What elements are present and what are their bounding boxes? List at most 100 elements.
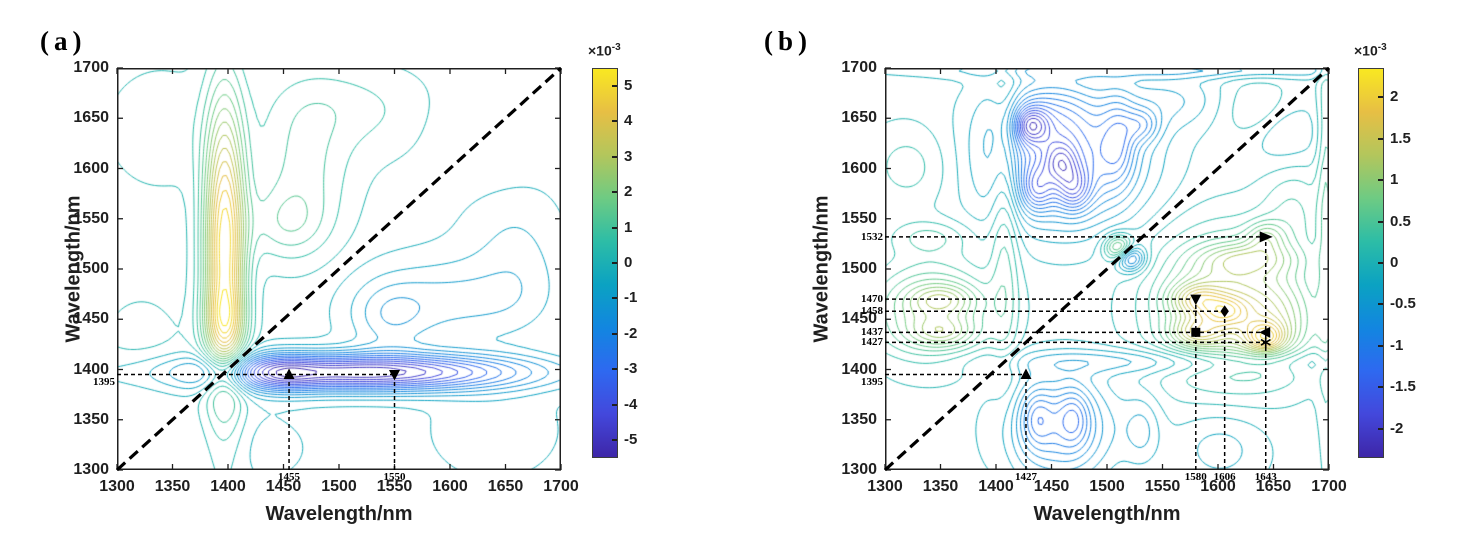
x-tick-label: 1600 — [1200, 478, 1236, 495]
panel-a-colorbar-exponent: ×10-3 — [588, 42, 621, 59]
exponent-base: ×10 — [588, 42, 612, 59]
colorbar-tick-label: 1 — [1390, 171, 1399, 189]
colorbar-tick-mark — [1378, 179, 1383, 182]
marker-triangle-down — [1190, 294, 1202, 306]
annotation-label-y: 1395 — [861, 375, 883, 388]
x-tick-label: 1700 — [543, 478, 579, 495]
annotation-label-y: 1395 — [93, 375, 115, 388]
annotation-label-y: 1532 — [861, 230, 883, 243]
colorbar-tick-label: -1.5 — [1390, 378, 1416, 396]
x-tick-label: 1450 — [265, 478, 302, 495]
exponent-power: -3 — [1377, 42, 1387, 53]
x-tick-label: 1600 — [432, 478, 468, 495]
annotation-label-x: 1550 — [383, 471, 406, 483]
annotation-label-x: 1427 — [1014, 471, 1037, 483]
colorbar-tick-mark — [612, 368, 617, 371]
colorbar-tick-label: 3 — [624, 147, 633, 165]
exponent-power: -3 — [611, 42, 621, 53]
colorbar-tick-mark — [1378, 220, 1383, 223]
panel-a-axes-annotations — [115, 66, 563, 472]
panel-b-x-axis-label: Wavelength/nm — [1033, 503, 1181, 525]
colorbar-tick-label: 5 — [624, 76, 633, 94]
colorbar-tick-label: -5 — [624, 431, 638, 449]
x-tick-label: 1550 — [376, 478, 413, 495]
marker-triangle-down — [389, 370, 400, 381]
annotation-label-y: 1427 — [861, 336, 883, 349]
x-tick-label: 1300 — [867, 478, 903, 495]
colorbar-tick-label: -1 — [1390, 336, 1404, 354]
colorbar-tick-label: 2 — [1390, 88, 1399, 106]
panel-b-colorbar-exponent: ×10-3 — [1354, 42, 1387, 59]
diagonal-line — [115, 66, 563, 472]
panel-b-label: (b) — [764, 26, 812, 56]
marker-square — [1191, 327, 1201, 337]
y-tick-label: 1600 — [73, 159, 109, 177]
colorbar-tick-mark — [612, 297, 617, 300]
colorbar-tick-mark — [612, 439, 617, 442]
annotation-label-y: 1470 — [861, 293, 883, 306]
colorbar-tick-mark — [612, 191, 617, 194]
colorbar-tick-label: -1 — [624, 289, 638, 307]
y-tick-label: 1650 — [841, 109, 877, 127]
marker-diamond — [1220, 305, 1229, 318]
annotation-label-x: 1606 — [1213, 471, 1236, 483]
y-tick-label: 1550 — [841, 209, 877, 227]
y-tick-label: 1700 — [73, 59, 109, 76]
x-tick-label: 1650 — [487, 478, 524, 495]
colorbar-tick-mark — [1378, 96, 1383, 99]
x-tick-label: 1400 — [978, 478, 1014, 495]
colorbar-tick-mark — [612, 155, 617, 158]
colorbar-tick-mark — [612, 262, 617, 264]
colorbar-tick-label: 2 — [624, 183, 633, 201]
colorbar-tick-label: 4 — [624, 112, 633, 130]
y-tick-label: 1450 — [73, 310, 109, 328]
colorbar-tick-mark — [1378, 344, 1383, 347]
x-tick-label: 1400 — [210, 478, 246, 495]
marker-asterisk — [1260, 338, 1271, 346]
x-tick-label: 1500 — [1089, 478, 1125, 495]
colorbar-tick-label: -2 — [624, 324, 638, 342]
colorbar-tick-mark — [612, 332, 617, 335]
y-tick-label: 1650 — [73, 109, 109, 127]
panel-b-axes-annotations — [883, 66, 1331, 472]
y-tick-label: 1300 — [73, 461, 109, 478]
y-tick-label: 1400 — [841, 360, 877, 378]
colorbar-tick-label: 1 — [624, 218, 633, 236]
marker-triangle-up — [1020, 368, 1032, 380]
colorbar-tick-mark — [612, 403, 617, 406]
x-tick-label: 1700 — [1311, 478, 1347, 495]
colorbar-tick-mark — [1378, 137, 1383, 140]
x-tick-label: 1550 — [1144, 478, 1181, 495]
marker-triangle-left — [1259, 326, 1271, 338]
colorbar-tick-mark — [1378, 427, 1383, 430]
y-tick-label: 1700 — [841, 59, 877, 76]
colorbar-tick-mark — [1378, 262, 1383, 264]
y-tick-label: 1400 — [73, 360, 109, 378]
y-tick-label: 1600 — [841, 159, 877, 177]
colorbar-tick-mark — [612, 84, 617, 87]
colorbar-tick-mark — [612, 226, 617, 229]
colorbar-tick-label: -2 — [1390, 419, 1404, 437]
x-tick-label: 1500 — [321, 478, 357, 495]
colorbar-tick-label: -3 — [624, 360, 638, 378]
colorbar-tick-label: 0 — [624, 254, 633, 271]
y-tick-label: 1300 — [841, 461, 877, 478]
colorbar-tick-mark — [1378, 303, 1383, 306]
annotation-label-x: 1580 — [1184, 471, 1207, 483]
y-tick-label: 1550 — [73, 209, 109, 227]
colorbar-tick-mark — [612, 120, 617, 123]
colorbar-tick-label: 1.5 — [1390, 129, 1411, 147]
exponent-base: ×10 — [1354, 42, 1378, 59]
annotation-label-x: 1643 — [1254, 471, 1277, 483]
x-tick-label: 1350 — [154, 478, 191, 495]
y-tick-label: 1350 — [841, 410, 877, 428]
annotation-label-y: 1437 — [861, 326, 883, 339]
x-tick-label: 1350 — [922, 478, 959, 495]
y-tick-label: 1500 — [73, 260, 109, 277]
marker-arrow-right — [1259, 231, 1273, 243]
colorbar-tick-label: 0 — [1390, 254, 1399, 271]
diagonal-line — [883, 66, 1331, 472]
y-tick-label: 1350 — [73, 410, 109, 428]
y-tick-label: 1450 — [841, 310, 877, 328]
